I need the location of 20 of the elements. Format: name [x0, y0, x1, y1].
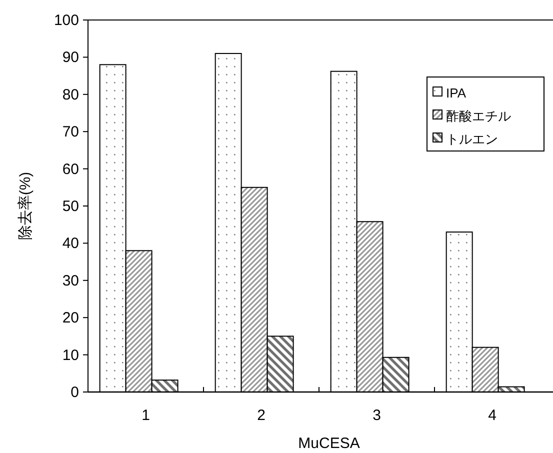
y-tick-label: 40 [62, 235, 79, 252]
y-tick-label: 30 [62, 272, 79, 290]
x-axis-title: MuCESA [298, 435, 360, 452]
y-tick-label: 50 [62, 198, 79, 215]
y-axis-title: 除去率(%) [17, 172, 34, 240]
x-tick-label: 1 [142, 407, 150, 424]
legend-label: トルエン [446, 132, 498, 146]
x-tick-label: 4 [488, 407, 496, 424]
legend-label: 酢酸エチル [446, 108, 511, 124]
y-tick-label: 80 [62, 86, 79, 104]
y-tick-label: 10 [62, 346, 79, 364]
y-tick-label: 90 [62, 49, 79, 66]
y-tick-label: 0 [70, 384, 79, 401]
x-tick-label: 3 [372, 407, 381, 424]
y-tick-label: 100 [54, 12, 79, 29]
x-tick-label: 2 [257, 407, 266, 424]
legend-label: IPA [446, 86, 466, 100]
y-tick-label: 70 [62, 124, 79, 141]
y-tick-label: 60 [62, 160, 79, 178]
y-tick-label: 20 [62, 310, 79, 327]
